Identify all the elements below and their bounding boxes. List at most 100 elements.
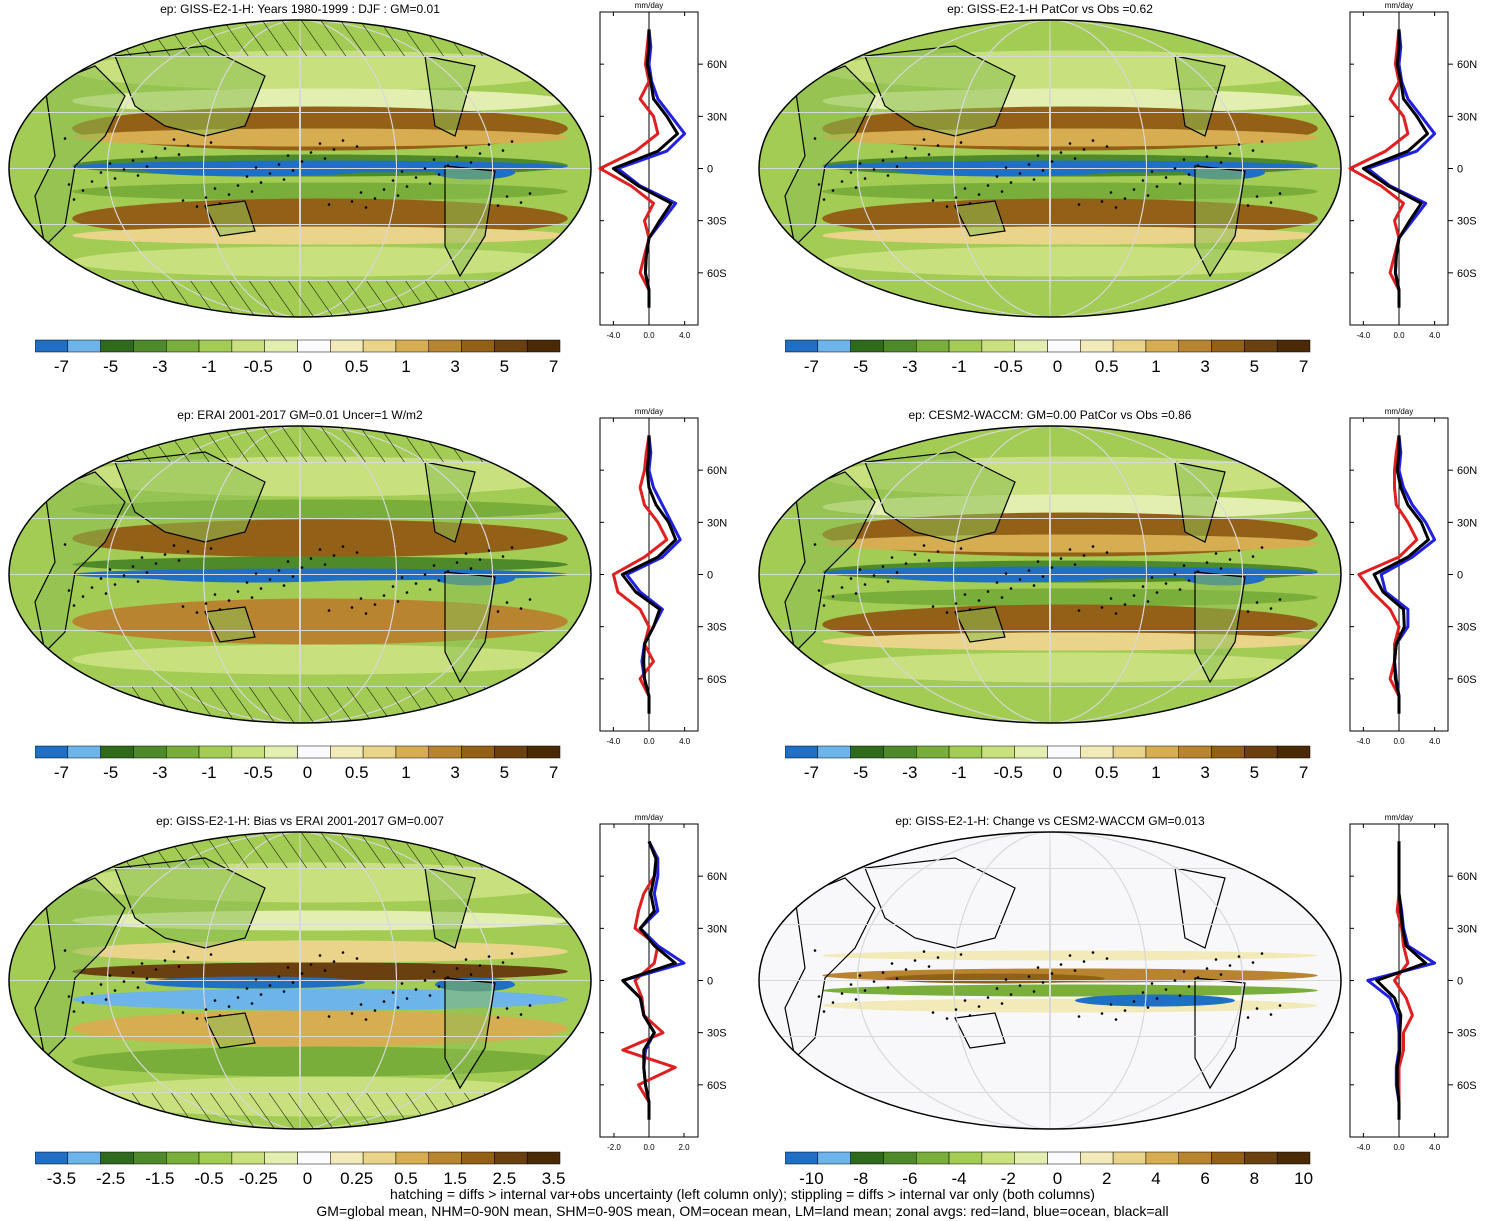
colorbar-tick-label: -1 xyxy=(952,357,967,376)
colorbar-tick-label: 2.5 xyxy=(493,1169,517,1188)
latitude-tick-label: 30S xyxy=(1457,1028,1477,1040)
zonal-mean-plot: mm/day 60N 30N 0 30S 60S -2.0 0.0 2.0 xyxy=(599,813,727,1152)
colorbar-tick-label: 0 xyxy=(303,357,312,376)
colorbar-tick-label: -0.5 xyxy=(244,763,273,782)
colorbar-tick-label: 0 xyxy=(1053,357,1062,376)
colorbar-tick-label: 7 xyxy=(1299,763,1308,782)
zonal-series-all xyxy=(1372,435,1430,714)
zonal-series-all xyxy=(621,840,677,1120)
map-panel: ep: GISS-E2-1-H PatCor vs Obs =0.62 mm/da… xyxy=(755,0,1485,408)
zonal-x-tick-label: 0.0 xyxy=(1393,331,1405,340)
colorbar-tick-label: -0.25 xyxy=(239,1169,278,1188)
colorbar-tick-label: 10 xyxy=(1294,1169,1313,1188)
colorbar-tick-label: 1.5 xyxy=(443,1169,467,1188)
colorbar-swatch xyxy=(166,1151,200,1165)
colorbar-swatch xyxy=(1145,745,1179,759)
colorbar-tick-label: 7 xyxy=(549,357,558,376)
colorbar-tick-label: 4 xyxy=(1151,1169,1160,1188)
colorbar-tick-label: -3 xyxy=(152,357,167,376)
colorbar-swatch xyxy=(133,1151,167,1165)
zonal-x-tick-label: 0.0 xyxy=(643,1143,655,1152)
colorbar-tick-label: 3 xyxy=(450,357,459,376)
colorbar-tick-label: 7 xyxy=(1299,357,1308,376)
colorbar-tick-label: -5 xyxy=(103,357,118,376)
colorbar-tick-label: -1 xyxy=(202,357,217,376)
latitude-tick-label: 0 xyxy=(707,164,713,176)
latitude-tick-label: 30N xyxy=(707,517,727,529)
colorbar-swatch xyxy=(1178,339,1212,353)
colorbar-swatch xyxy=(362,1151,397,1165)
zonal-x-tick-label: -4.0 xyxy=(1356,331,1370,340)
colorbar-swatch xyxy=(231,745,265,759)
zonal-series-land xyxy=(598,29,660,308)
colorbar-swatch xyxy=(1047,745,1081,759)
colorbar-swatch xyxy=(785,1151,819,1165)
colorbar-swatch xyxy=(948,745,983,759)
colorbar-swatch xyxy=(981,1151,1015,1165)
colorbar-swatch xyxy=(1047,339,1081,353)
zonal-series-all xyxy=(620,435,678,714)
colorbar-swatch xyxy=(1112,1151,1147,1165)
colorbar-swatch xyxy=(35,745,69,759)
colorbar-tick-label: 5 xyxy=(1250,763,1259,782)
colorbar-swatch xyxy=(461,745,495,759)
colorbar-swatch xyxy=(461,339,495,353)
map-panel: ep: GISS-E2-1-H: Years 1980-1999 : DJF :… xyxy=(5,0,745,408)
map-panel: ep: GISS-E2-1-H: Bias vs ERAI 2001-2017 … xyxy=(5,812,745,1220)
colorbar-tick-label: 0.5 xyxy=(345,763,369,782)
colorbar-tick-label: 1 xyxy=(1151,763,1160,782)
colorbar-swatch xyxy=(1276,339,1311,353)
colorbar-swatch xyxy=(494,745,528,759)
latitude-tick-label: 30N xyxy=(1457,111,1477,123)
colorbar-tick-label: -10 xyxy=(799,1169,824,1188)
colorbar-tick-label: 0 xyxy=(1053,763,1062,782)
colorbar-swatch xyxy=(264,1151,298,1165)
colorbar-swatch xyxy=(1112,745,1147,759)
colorbar-swatch xyxy=(1112,339,1147,353)
colorbar-swatch xyxy=(100,339,134,353)
latitude-tick-label: 60S xyxy=(1457,674,1477,686)
projection-map xyxy=(758,831,1342,1130)
latitude-tick-label: 0 xyxy=(1457,976,1463,988)
zonal-x-tick-label: -2.0 xyxy=(607,1143,621,1152)
map-panel: ep: CESM2-WACCM: GM=0.00 PatCor vs Obs =… xyxy=(755,406,1485,814)
panel-title: ep: GISS-E2-1-H PatCor vs Obs =0.62 xyxy=(947,2,1153,16)
latitude-tick-label: 30S xyxy=(707,1028,727,1040)
colorbar-tick-label: 1 xyxy=(401,357,410,376)
colorbar: -7 -5 -3 -1 -0.5 0 0.5 1 3 5 7 xyxy=(35,745,561,782)
colorbar-swatch xyxy=(231,339,265,353)
colorbar-swatch xyxy=(916,745,950,759)
colorbar-swatch xyxy=(883,339,917,353)
colorbar-swatch xyxy=(817,745,851,759)
zonal-x-tick-label: 4.0 xyxy=(679,737,691,746)
zonal-mean-plot: mm/day 60N 30N 0 30S 60S -4.0 0.0 4.0 xyxy=(1349,813,1477,1152)
colorbar-swatch xyxy=(850,339,884,353)
colorbar-swatch xyxy=(330,1151,364,1165)
projection-map xyxy=(8,831,592,1130)
colorbar-swatch xyxy=(1014,339,1048,353)
colorbar-swatch xyxy=(297,339,331,353)
colorbar-swatch xyxy=(1047,1151,1081,1165)
colorbar-tick-label: 2 xyxy=(1102,1169,1111,1188)
colorbar-swatch xyxy=(67,1151,101,1165)
zonal-x-tick-label: 4.0 xyxy=(1429,737,1441,746)
colorbar-tick-label: 8 xyxy=(1250,1169,1259,1188)
colorbar-tick-label: -3 xyxy=(902,763,917,782)
colorbar-swatch xyxy=(166,745,200,759)
zonal-unit-label: mm/day xyxy=(635,1,663,10)
colorbar-tick-label: 1 xyxy=(1151,357,1160,376)
colorbar-tick-label: 0 xyxy=(1053,1169,1062,1188)
colorbar-tick-label: 5 xyxy=(500,763,509,782)
colorbar-swatch xyxy=(526,1151,561,1165)
zonal-unit-label: mm/day xyxy=(1385,813,1413,822)
colorbar-swatch xyxy=(1014,1151,1048,1165)
colorbar-tick-label: -2.5 xyxy=(96,1169,125,1188)
colorbar-swatch xyxy=(395,745,429,759)
colorbar-tick-label: 3.5 xyxy=(542,1169,566,1188)
colorbar-swatch xyxy=(166,339,200,353)
latitude-tick-label: 60S xyxy=(1457,268,1477,280)
latitude-tick-label: 30S xyxy=(1457,216,1477,228)
colorbar-swatch xyxy=(850,1151,884,1165)
colorbar-swatch xyxy=(916,1151,950,1165)
colorbar-swatch xyxy=(35,339,69,353)
